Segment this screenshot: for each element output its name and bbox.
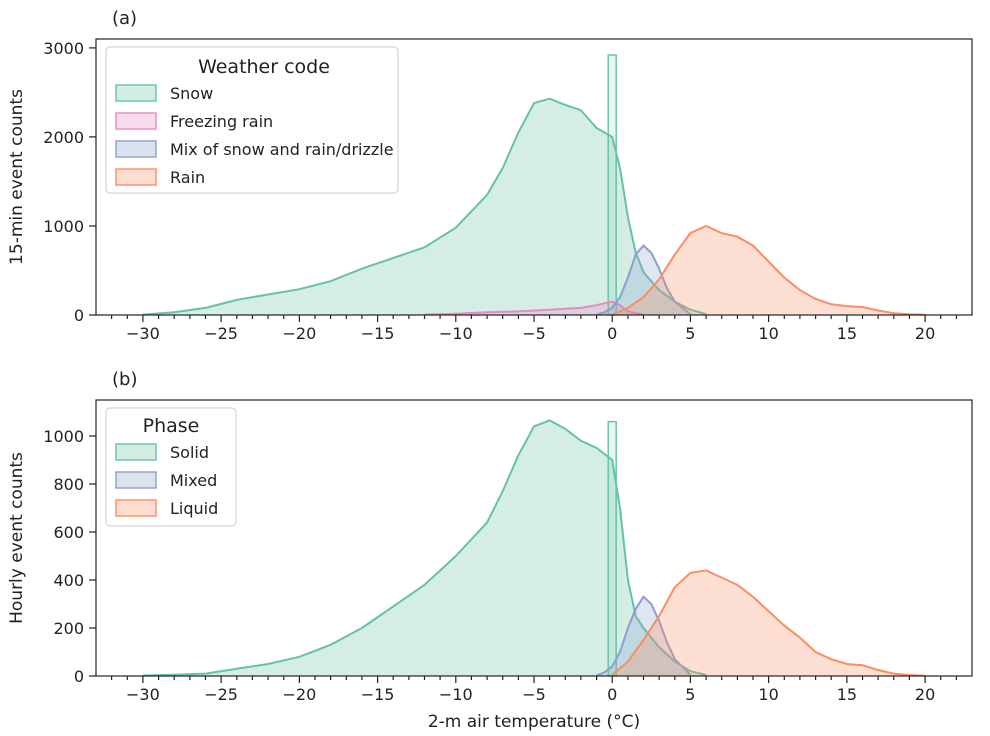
panel-b-peak-bar-0 [607, 420, 617, 677]
panel-b-x-tick-label: −5 [522, 685, 546, 704]
panel-a-legend-swatch-3 [115, 168, 157, 186]
panel-b-legend-label-1: Mixed [170, 471, 217, 490]
panel-b-x-axis-label: 2-m air temperature (°C) [428, 712, 640, 732]
panel-a-x-tick-label: 20 [915, 324, 935, 343]
panel-a: (a) −30 −25 −20 −15 −10 −5 0 5 10 15 20 0 1000 2000 30… [7, 8, 973, 343]
panel-a-series-areas [142, 54, 926, 316]
panel-a-x-tick-label: 10 [758, 324, 778, 343]
panel-a-legend-label-3: Rain [170, 168, 205, 187]
panel-a-y-tick-label: 0 [74, 306, 84, 325]
panel-a-x-tick-label: 15 [837, 324, 857, 343]
panel-b-line-2 [611, 569, 926, 677]
panel-b-x-tick-label: 15 [837, 685, 857, 704]
panel-a-line-0 [142, 97, 707, 316]
panel-b-x-tick-label: 20 [915, 685, 935, 704]
panel-b-y-tick-label: 1000 [43, 427, 84, 446]
panel-a-legend-box [105, 46, 399, 194]
panel-a-ticks: −30 −25 −20 −15 −10 −5 0 5 10 15 20 0 1000 2000 3000 [43, 39, 958, 343]
panel-b-legend-title: Phase [143, 415, 200, 437]
panel-b-legend-swatch-0 [115, 443, 157, 461]
panel-a-x-tick-label: −5 [522, 324, 546, 343]
panel-b-y-tick-label: 400 [53, 571, 84, 590]
panel-a-peak-bar-0 [607, 54, 617, 316]
panel-a-x-tick-label: −20 [283, 324, 317, 343]
panel-a-area-1 [424, 301, 644, 315]
panel-a-line-1 [424, 300, 644, 316]
panel-b-x-tick-label: −20 [283, 685, 317, 704]
panel-b-y-axis-label: Hourly event counts [7, 452, 27, 624]
panel-a-legend-label-1: Freezing rain [170, 112, 273, 131]
panel-b-legend-swatch-1 [115, 471, 157, 489]
panel-b: (b) −30 −25 −20 −15 −10 −5 0 5 10 15 2002004006008… [7, 369, 973, 732]
panel-a-x-tick-label: −30 [126, 324, 160, 343]
panel-a-legend: Weather code Snow Freezing rain Mix of s… [105, 46, 399, 194]
panel-b-legend-swatch-2 [115, 499, 157, 517]
panel-b-x-tick-label: −30 [126, 685, 160, 704]
panel-b-area-0 [142, 420, 707, 676]
panel-b-label: (b) [112, 369, 137, 390]
panel-b-x-tick-label: −15 [361, 685, 395, 704]
panel-b-legend: Phase Solid Mixed Liquid [105, 407, 237, 527]
panel-b-y-tick-label: 800 [53, 475, 84, 494]
panel-a-legend-swatch-2 [115, 140, 157, 158]
panel-b-line-0 [142, 419, 707, 677]
panel-b-legend-label-2: Liquid [170, 499, 218, 518]
panel-a-label: (a) [112, 8, 137, 29]
panel-a-y-tick-label: 3000 [43, 39, 84, 58]
panel-a-legend-label-2: Mix of snow and rain/drizzle [170, 140, 394, 159]
panel-a-y-tick-label: 2000 [43, 128, 84, 147]
panel-a-y-tick-label: 1000 [43, 217, 84, 236]
panel-b-x-tick-label: −10 [439, 685, 473, 704]
panel-b-x-tick-label: −25 [204, 685, 238, 704]
panel-b-x-tick-label: 10 [758, 685, 778, 704]
panel-a-area-0 [142, 98, 707, 315]
panel-a-legend-label-0: Snow [170, 84, 213, 103]
panel-a-line-2 [596, 244, 692, 316]
panel-a-legend-swatch-1 [115, 112, 157, 130]
panel-b-line-1 [596, 595, 692, 677]
panel-b-y-tick-label: 600 [53, 523, 84, 542]
panel-b-y-tick-label: 200 [53, 619, 84, 638]
panel-a-line-3 [611, 224, 926, 316]
panel-b-x-tick-label: 0 [607, 685, 617, 704]
panel-a-legend-title: Weather code [198, 56, 330, 78]
panel-a-x-tick-label: −15 [361, 324, 395, 343]
panel-b-y-tick-label: 0 [74, 667, 84, 686]
panel-b-ticks: −30 −25 −20 −15 −10 −5 0 5 10 15 20020040060080010… [43, 427, 958, 704]
panel-b-legend-label-0: Solid [170, 443, 209, 462]
panel-b-x-tick-label: 5 [685, 685, 695, 704]
panel-b-series-areas [142, 419, 926, 677]
panel-a-x-tick-label: 0 [607, 324, 617, 343]
panel-a-x-tick-label: −25 [204, 324, 238, 343]
panel-a-legend-swatch-0 [115, 84, 157, 102]
panel-b-area-2 [612, 570, 926, 676]
panel-a-x-tick-label: −10 [439, 324, 473, 343]
panel-a-y-axis-label: 15-min event counts [7, 89, 27, 265]
panel-a-x-tick-label: 5 [685, 324, 695, 343]
panel-b-legend-box [105, 407, 237, 527]
panel-b-area-1 [596, 596, 691, 676]
panel-a-area-3 [612, 226, 926, 315]
